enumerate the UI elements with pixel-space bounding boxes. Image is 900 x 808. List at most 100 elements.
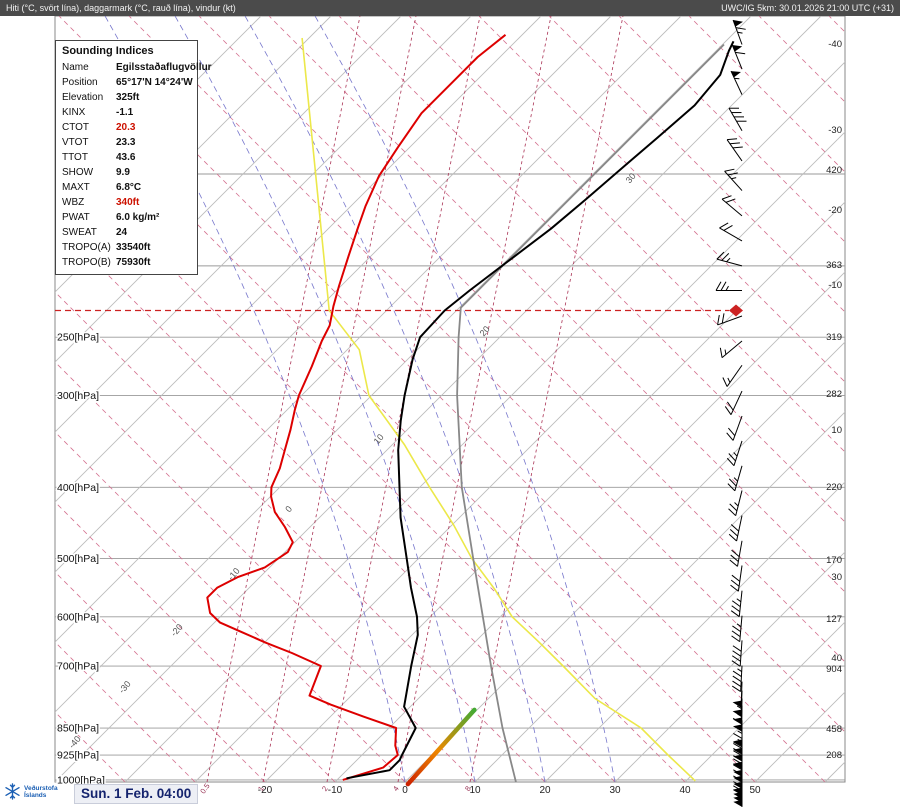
barb-full xyxy=(719,347,723,358)
barb-staff xyxy=(738,590,743,617)
valid-time-label: Sun. 1 Feb. 04:00 xyxy=(74,784,199,804)
barb-full xyxy=(726,401,734,411)
barb-full xyxy=(731,574,741,582)
barb-full xyxy=(725,198,736,203)
barb-full xyxy=(721,313,725,324)
barb-full xyxy=(732,680,742,687)
barb-full xyxy=(726,457,735,467)
barb-full xyxy=(733,769,743,776)
wind-barb xyxy=(728,490,743,517)
wind-barb xyxy=(716,251,743,267)
index-row: TTOT 43.6 xyxy=(62,150,191,165)
wind-barb xyxy=(732,19,746,45)
index-label: Elevation xyxy=(62,92,104,103)
index-value: Egilsstaðaflugvöllur xyxy=(116,62,212,73)
dry-adiabat-line xyxy=(55,151,686,782)
isotherm-line xyxy=(474,411,845,782)
barb-full xyxy=(731,660,741,667)
barb-full xyxy=(731,635,741,643)
barb-full xyxy=(727,138,738,141)
barb-staff xyxy=(730,390,743,415)
barb-staff xyxy=(736,515,743,542)
barb-full xyxy=(733,781,743,787)
wind-barb xyxy=(715,281,742,291)
index-value: 24 xyxy=(116,227,128,238)
dry-adiabat-line xyxy=(688,16,845,173)
moist-adiabat-line xyxy=(174,16,476,782)
wind-barb xyxy=(733,780,743,807)
pressure-axis-label: 400[hPa] xyxy=(57,482,99,494)
barb-staff xyxy=(737,565,743,592)
wind-barb xyxy=(717,313,743,326)
right-axis-label: 458 xyxy=(826,724,842,735)
right-axis-label: 420 xyxy=(826,165,842,176)
barb-full xyxy=(729,559,738,567)
standard-atmosphere-line xyxy=(456,43,725,782)
barb-pennant xyxy=(732,724,742,732)
barb-full xyxy=(728,453,736,462)
barb-half xyxy=(731,177,737,180)
right-axis-label: 10 xyxy=(831,425,842,436)
index-row: MAXT 6.8°C xyxy=(62,180,191,195)
barb-half xyxy=(737,668,742,672)
barb-staff xyxy=(739,640,743,667)
index-label: Position xyxy=(62,77,98,88)
index-label: CTOT xyxy=(62,122,90,133)
pressure-axis-label: 700[hPa] xyxy=(57,661,99,673)
barb-full xyxy=(732,645,742,652)
dry-adiabat-line xyxy=(618,16,845,243)
barb-full xyxy=(731,630,741,638)
index-label: SWEAT xyxy=(62,227,97,238)
right-axis-label: -40 xyxy=(828,39,842,50)
index-row: TROPO(B) 75930ft xyxy=(62,255,191,270)
barb-full xyxy=(731,600,741,608)
wind-barb xyxy=(731,44,746,70)
barb-full xyxy=(731,605,741,613)
temperature-axis-label: 30 xyxy=(609,785,621,796)
barb-full xyxy=(732,675,742,682)
barb-half xyxy=(733,452,738,457)
barb-staff xyxy=(733,440,743,466)
isotherm-line xyxy=(544,481,845,782)
barb-full xyxy=(733,764,743,771)
plot-frame xyxy=(54,15,846,783)
index-label: MAXT xyxy=(62,182,90,193)
mixing-ratio-label: 1 xyxy=(256,784,266,793)
barb-full xyxy=(722,377,728,387)
indices-title: Sounding Indices xyxy=(62,45,154,57)
barb-full xyxy=(724,406,732,415)
moist-adiabat-line xyxy=(244,16,546,782)
barb-full xyxy=(726,432,734,441)
right-axis-label: 282 xyxy=(826,389,842,400)
mixing-ratio-line xyxy=(206,16,361,782)
barb-staff xyxy=(721,340,743,359)
adiabat-label: 10 xyxy=(372,432,386,446)
mixing-ratio-label: 2 xyxy=(320,784,330,793)
barb-full xyxy=(733,789,743,796)
index-label: KINX xyxy=(62,107,86,118)
right-axis-label: -30 xyxy=(828,125,842,136)
barb-half xyxy=(726,257,731,263)
barb-half xyxy=(727,377,731,383)
barb-full xyxy=(730,584,739,592)
dry-adiabat-line xyxy=(548,16,845,313)
wind-barb xyxy=(731,665,743,692)
index-row: SHOW 9.9 xyxy=(62,165,191,180)
barb-full xyxy=(733,750,743,757)
barb-staff xyxy=(740,665,743,692)
isotherm-line xyxy=(614,551,845,782)
index-row: Position 65°17'N 14°24'W xyxy=(62,75,193,90)
barb-half xyxy=(736,598,742,603)
barb-full xyxy=(728,508,737,517)
dry-adiabat-line xyxy=(408,16,845,453)
barb-staff xyxy=(736,540,743,567)
right-axis-label: 208 xyxy=(826,750,842,761)
logo-line1: Veðurstofa xyxy=(24,784,58,792)
pressure-axis-label: 600[hPa] xyxy=(57,611,99,623)
index-label: TTOT xyxy=(62,152,88,163)
barb-staff xyxy=(739,615,743,642)
pressure-axis-label: 250[hPa] xyxy=(57,332,99,344)
barb-staff xyxy=(734,465,743,491)
index-row: KINX -1.1 xyxy=(62,105,191,120)
